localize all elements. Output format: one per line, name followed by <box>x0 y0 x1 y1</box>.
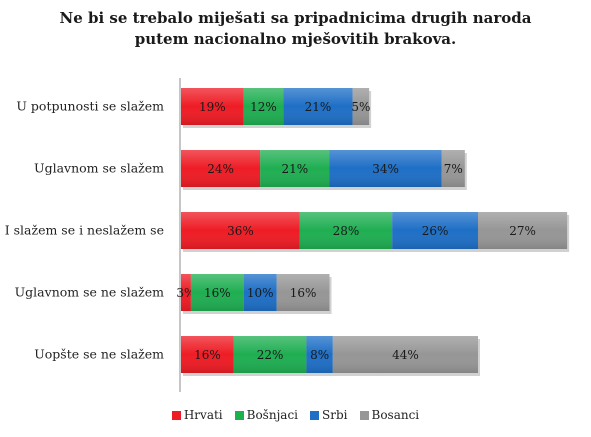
category-label: I slažem se i neslažem se <box>5 223 164 238</box>
bar-shading <box>233 336 307 373</box>
data-label: 44% <box>392 348 419 362</box>
data-label: 27% <box>509 224 536 238</box>
bar-shading <box>478 212 568 249</box>
data-label: 3% <box>176 286 195 300</box>
data-label: 16% <box>194 348 221 362</box>
legend-item: Bošnjaci <box>234 408 299 422</box>
legend-label: Bosanci <box>371 408 420 422</box>
legend-item: Bosanci <box>359 408 420 422</box>
data-label: 21% <box>282 162 309 176</box>
data-label: 22% <box>257 348 284 362</box>
bar-shading <box>329 150 442 187</box>
legend-item: Srbi <box>310 408 348 422</box>
legend-swatch <box>171 411 181 420</box>
bar-shading <box>441 150 465 187</box>
data-label: 24% <box>207 162 234 176</box>
data-label: 7% <box>444 162 463 176</box>
chart-title-line-2: putem nacionalno mješovitih brakova. <box>134 30 457 48</box>
bar-shading <box>243 274 277 311</box>
chart-title-line-1: Ne bi se trebalo miješati sa pripadnicim… <box>59 9 532 27</box>
bar-shading <box>181 212 300 249</box>
data-label: 16% <box>204 286 231 300</box>
bar-shading <box>283 88 353 125</box>
category-label: Uglavnom se ne slažem <box>15 285 165 300</box>
legend-swatch <box>310 411 320 420</box>
legend-label: Hrvati <box>183 408 223 422</box>
legend-label: Srbi <box>322 408 348 422</box>
legend-label: Bošnjaci <box>246 408 299 422</box>
data-label: 21% <box>305 100 332 114</box>
data-label: 12% <box>250 100 277 114</box>
bar-shading <box>260 150 330 187</box>
bar-shading <box>299 212 393 249</box>
bar-shading <box>181 274 191 311</box>
chart-title: Ne bi se trebalo miješati sa pripadnicim… <box>0 8 591 50</box>
bar-shading <box>392 212 478 249</box>
data-label: 16% <box>290 286 317 300</box>
legend-swatch <box>234 411 244 420</box>
bar-shading <box>332 336 478 373</box>
data-label: 5% <box>351 100 370 114</box>
legend-swatch <box>359 411 369 420</box>
category-label: Uopšte se ne slažem <box>34 347 164 362</box>
bar-shading <box>276 274 330 311</box>
bar-shading <box>306 336 333 373</box>
legend-item: Hrvati <box>171 408 223 422</box>
bar-shading <box>181 150 261 187</box>
bar-shading <box>190 274 244 311</box>
category-label: U potpunosti se slažem <box>16 99 164 114</box>
data-label: 26% <box>422 224 449 238</box>
data-label: 34% <box>372 162 399 176</box>
data-label: 8% <box>310 348 329 362</box>
data-label: 28% <box>333 224 360 238</box>
data-label: 19% <box>199 100 226 114</box>
bar-shading <box>181 88 244 125</box>
data-label: 36% <box>227 224 254 238</box>
bar-shading <box>181 336 234 373</box>
legend: Hrvati Bošnjaci Srbi Bosanci <box>0 408 591 422</box>
bar-shading <box>243 88 284 125</box>
data-label: 10% <box>247 286 274 300</box>
category-label: Uglavnom se slažem <box>34 161 164 176</box>
bar-shading <box>352 88 370 125</box>
